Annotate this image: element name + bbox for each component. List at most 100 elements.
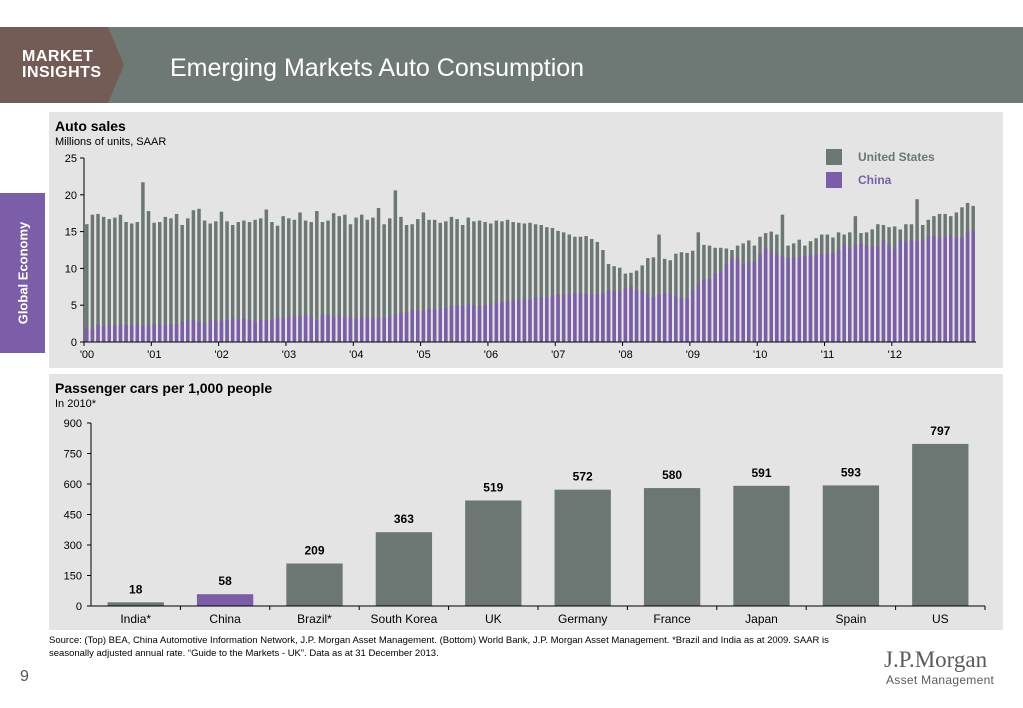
china-bar <box>629 286 633 342</box>
china-bar <box>814 254 818 342</box>
bar-south-korea <box>375 532 433 606</box>
china-bar <box>612 291 616 342</box>
us-bar <box>416 219 420 342</box>
x-tick-label: UK <box>485 612 502 626</box>
china-bar <box>427 308 431 342</box>
china-bar <box>292 316 297 342</box>
china-bar <box>662 292 667 342</box>
us-bar <box>477 220 482 342</box>
us-bar <box>567 234 572 342</box>
us-bar <box>270 222 274 342</box>
us-bar <box>657 234 661 342</box>
us-bar <box>359 214 364 342</box>
china-bar <box>786 258 790 342</box>
china-bar <box>359 317 364 342</box>
china-bar <box>719 271 723 342</box>
x-tick-label: '09 <box>686 349 700 361</box>
x-tick-label: Brazil* <box>297 612 332 626</box>
y-tick-label: 900 <box>64 418 82 430</box>
china-bar <box>915 241 919 342</box>
legend-swatch-china <box>826 172 842 188</box>
china-bar <box>146 325 151 342</box>
china-bar <box>135 324 140 342</box>
china-bar <box>876 246 880 342</box>
china-bar <box>477 306 482 342</box>
x-tick-label: '08 <box>618 349 632 361</box>
page-number: 9 <box>20 668 29 685</box>
china-bar <box>898 241 903 342</box>
china-bar <box>533 297 538 342</box>
china-bar <box>460 305 465 342</box>
china-bar <box>309 316 313 342</box>
china-bar <box>157 324 162 342</box>
china-bar <box>163 325 168 342</box>
china-bar <box>528 299 532 342</box>
us-bar <box>275 225 280 342</box>
us-bar <box>174 213 179 342</box>
x-tick-label: '12 <box>888 349 902 361</box>
china-bar <box>657 294 661 342</box>
china-bar <box>646 294 650 342</box>
china-bar <box>595 294 600 342</box>
china-bar <box>539 297 543 342</box>
china-bar <box>561 294 566 342</box>
x-tick-label: '04 <box>349 349 363 361</box>
us-bar <box>466 217 471 342</box>
china-bar <box>741 263 745 342</box>
us-bar <box>96 213 100 342</box>
us-bar <box>438 222 442 342</box>
us-bar <box>578 236 583 342</box>
china-bar <box>848 248 852 342</box>
us-bar <box>399 216 403 342</box>
china-bar <box>601 293 605 342</box>
china-bar <box>567 294 572 342</box>
china-bar <box>696 284 701 342</box>
china-bar <box>892 249 897 342</box>
china-bar <box>455 305 459 342</box>
us-bar <box>124 222 128 342</box>
us-bar <box>561 232 566 342</box>
us-bar <box>427 219 431 342</box>
x-tick-label: '10 <box>753 349 767 361</box>
side-tab-global-economy[interactable]: Global Economy <box>0 193 45 353</box>
china-bar <box>416 310 420 342</box>
us-bar <box>258 218 263 342</box>
x-tick-label: '05 <box>416 349 430 361</box>
china-bar <box>230 318 235 342</box>
china-bar <box>326 314 330 342</box>
legend-label-united-states: United States <box>858 150 935 164</box>
us-bar <box>129 223 134 342</box>
china-bar <box>494 302 499 342</box>
bar-japan <box>733 485 790 606</box>
china-bar <box>651 297 656 342</box>
y-tick-label: 750 <box>64 449 82 461</box>
y-tick-label: 0 <box>76 601 82 613</box>
china-bar <box>444 307 448 342</box>
us-bar <box>337 216 341 342</box>
china-bar <box>713 273 717 342</box>
us-bar <box>483 222 487 342</box>
china-bar <box>825 252 830 342</box>
china-bar <box>275 317 280 342</box>
data-label: 580 <box>662 468 682 482</box>
china-bar <box>253 321 257 342</box>
us-bar <box>365 219 370 342</box>
us-bar <box>382 224 386 342</box>
us-bar <box>247 222 252 342</box>
china-bar <box>124 325 128 342</box>
china-bar <box>618 291 622 342</box>
china-bar <box>180 322 184 342</box>
passenger-cars-panel: Passenger cars per 1,000 people In 2010*… <box>49 374 1003 630</box>
china-bar <box>573 293 577 342</box>
us-bar <box>444 221 448 342</box>
china-bar <box>90 328 95 342</box>
y-tick-label: 450 <box>64 510 82 522</box>
china-bar <box>505 300 510 342</box>
us-bar <box>472 221 476 342</box>
us-bar <box>376 208 381 342</box>
china-bar <box>904 241 908 342</box>
us-bar <box>298 212 302 342</box>
us-bar <box>197 208 201 342</box>
china-bar <box>376 317 381 342</box>
us-bar <box>494 220 499 342</box>
